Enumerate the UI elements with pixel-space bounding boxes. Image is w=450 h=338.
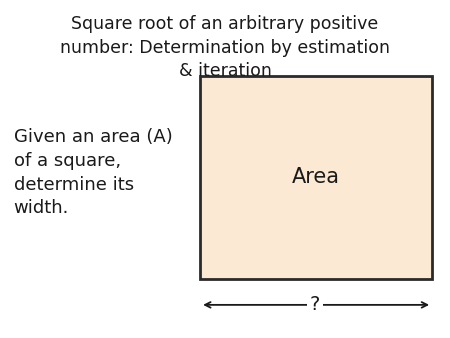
Bar <box>200 76 432 279</box>
Text: ?: ? <box>310 295 320 314</box>
Text: Area: Area <box>292 167 340 188</box>
Text: Square root of an arbitrary positive
number: Determination by estimation
& itera: Square root of an arbitrary positive num… <box>60 15 390 80</box>
Text: Given an area (A)
of a square,
determine its
width.: Given an area (A) of a square, determine… <box>14 128 172 217</box>
